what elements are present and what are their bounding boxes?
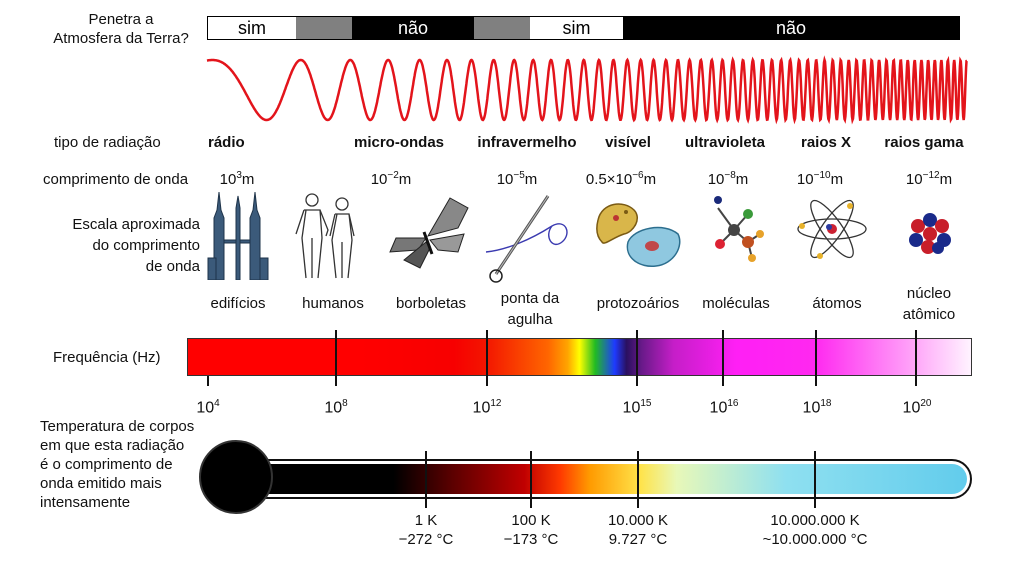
frequency-label-0: 104 <box>196 398 220 417</box>
atom-icon <box>797 199 867 259</box>
humans-icon <box>295 193 355 279</box>
object-label-molecules: moléculas <box>702 295 770 312</box>
atmosphere-segment-partial-2 <box>474 17 530 39</box>
wave-curve <box>206 55 968 125</box>
atmosphere-segment-sim-2: sim <box>530 17 623 39</box>
temperature-label: Temperatura de corpos em que esta radiaç… <box>40 417 194 512</box>
frequency-label-2: 1012 <box>472 398 502 417</box>
radiation-row-label: tipo de radiação <box>54 134 161 151</box>
wavelength-row-label: comprimento de onda <box>43 171 189 188</box>
temperature-label-line5: intensamente <box>40 494 131 511</box>
butterfly-icon <box>389 197 469 269</box>
temperature-label-1k: 1 K −272 °C <box>398 512 454 548</box>
frequency-tick-4 <box>722 330 724 386</box>
thermometer-fill <box>241 464 967 494</box>
object-label-butterflies: borboletas <box>395 295 467 312</box>
object-label-protozoa: protozoários <box>596 295 680 312</box>
frequency-label-6: 1020 <box>902 398 932 417</box>
frequency-spectrum-bar <box>187 338 972 376</box>
frequency-label-4: 1016 <box>709 398 739 417</box>
temperature-label-line1: Temperatura de corpos <box>40 418 195 435</box>
temperature-tick-2 <box>637 451 639 508</box>
temperature-label-line3: é o comprimento de <box>40 456 173 473</box>
molecule-icon <box>714 196 764 262</box>
frequency-tick-6 <box>915 330 917 386</box>
nucleus-icon <box>909 213 951 254</box>
frequency-tick-3 <box>636 330 638 386</box>
wavelength-radio: 103m <box>219 170 255 188</box>
temperature-label-10000k: 10.000 K 9.727 °C <box>607 512 669 548</box>
atmosphere-label-line1: Penetra a <box>88 11 154 28</box>
atmosphere-segment-nao-1: não <box>352 17 474 39</box>
radiation-type-microwave: micro-ondas <box>353 134 445 151</box>
radiation-type-xray: raios X <box>800 134 852 151</box>
wavelength-xray: 10−10m <box>796 170 844 188</box>
atmosphere-label: Penetra a Atmosfera da Terra? <box>40 10 202 48</box>
radiation-type-radio: rádio <box>208 134 245 151</box>
temperature-label-line4: onda emitido mais <box>40 475 162 492</box>
radiation-type-gamma: raios gama <box>884 134 964 151</box>
temperature-label-line2: em que esta radiação <box>40 437 185 454</box>
object-label-nucleus: núcleo atômico <box>902 285 956 323</box>
object-label-atoms: átomos <box>812 295 862 312</box>
temperature-tick-0 <box>425 451 427 508</box>
scale-row-label-line2: do comprimento <box>92 237 200 254</box>
electromagnetic-wave <box>206 55 968 125</box>
atmosphere-segment-sim-1: sim <box>208 17 296 39</box>
thermometer-bulb <box>199 440 273 514</box>
frequency-tick-1 <box>335 330 337 386</box>
buildings-icon <box>207 191 269 280</box>
atmosphere-label-line2: Atmosfera da Terra? <box>53 30 189 47</box>
temperature-tick-1 <box>530 451 532 508</box>
frequency-row-label: Frequência (Hz) <box>53 349 161 366</box>
protozoa-icon <box>596 203 681 267</box>
object-label-needle: ponta da agulha <box>500 290 560 328</box>
frequency-tick-2 <box>486 330 488 386</box>
object-label-buildings: edifícios <box>210 295 266 312</box>
frequency-tick-5 <box>815 330 817 386</box>
wavelength-microwave: 10−2m <box>370 170 412 188</box>
radiation-type-visible: visível <box>605 134 651 151</box>
needle-icon <box>485 195 568 283</box>
temperature-label-100k: 100 K −173 °C <box>503 512 559 548</box>
wavelength-gamma: 10−12m <box>905 170 953 188</box>
scale-row-label: Escala aproximada do comprimento de onda <box>40 214 200 277</box>
frequency-label-1: 108 <box>324 398 348 417</box>
frequency-label-3: 1015 <box>622 398 652 417</box>
atmosphere-segment-nao-2: não <box>623 17 959 39</box>
object-label-humans: humanos <box>302 295 364 312</box>
thermometer-tube <box>236 459 972 499</box>
wavelength-ultraviolet: 10−8m <box>707 170 749 188</box>
temperature-tick-3 <box>814 451 816 508</box>
frequency-label-5: 1018 <box>802 398 832 417</box>
wavelength-infrared: 10−5m <box>496 170 538 188</box>
scale-row-label-line1: Escala aproximada <box>72 216 200 233</box>
radiation-type-infrared: infravermelho <box>477 134 577 151</box>
radiation-type-ultraviolet: ultravioleta <box>684 134 766 151</box>
frequency-tick-0 <box>207 376 209 386</box>
wavelength-visible: 0.5×10−6m <box>585 170 657 188</box>
temperature-label-10000000k: 10.000.000 K ~10.000.000 °C <box>762 512 868 548</box>
atmosphere-segment-partial-1 <box>296 17 352 39</box>
atmosphere-bar: sim não sim não <box>207 16 960 40</box>
scale-row-label-line3: de onda <box>145 258 200 275</box>
